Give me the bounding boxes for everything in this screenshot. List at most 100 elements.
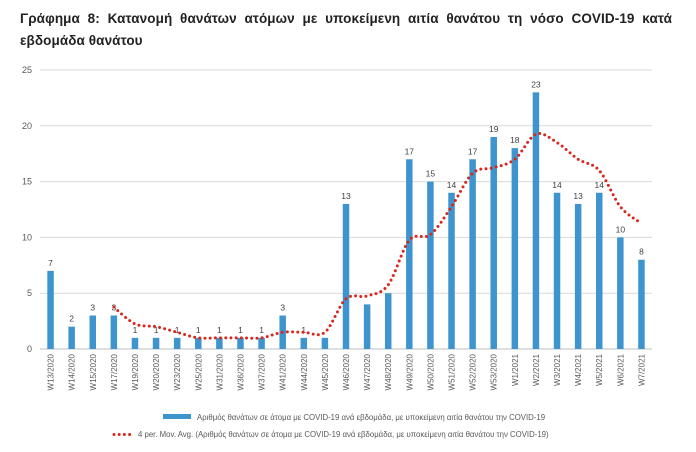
x-tick-label: W37/2020: [258, 353, 267, 390]
bar-series: [47, 92, 645, 349]
x-tick-label: W25/2020: [194, 353, 203, 390]
bar: [258, 337, 265, 349]
bar: [595, 192, 603, 349]
x-tick-label: W51/2020: [448, 353, 457, 390]
x-tick-label: W19/2020: [131, 353, 140, 390]
bar: [384, 293, 392, 349]
bar-data-label: 17: [468, 146, 478, 156]
bar: [490, 136, 497, 349]
legend: Αριθμός θανάτων σε άτομα με COVID-19 ανά…: [112, 413, 549, 439]
x-tick-label: W1/2021: [511, 353, 520, 386]
bar-data-label: 1: [154, 325, 159, 335]
x-tick-label: W4/2021: [574, 353, 583, 386]
bar: [427, 181, 434, 349]
bar: [574, 203, 582, 349]
bar: [553, 192, 561, 349]
bar-data-label: 14: [447, 180, 457, 190]
bar: [511, 148, 519, 349]
bar-data-label: 13: [573, 191, 583, 201]
bar: [173, 337, 181, 349]
x-tick-label: W7/2021: [637, 353, 646, 386]
x-tick-label: W48/2020: [384, 353, 393, 390]
bar: [363, 304, 371, 349]
y-tick-label: 25: [22, 65, 32, 75]
x-tick-label: W23/2020: [173, 353, 182, 390]
bar-data-label: 14: [595, 180, 605, 190]
bar: [617, 237, 624, 349]
x-tick-label: W31/2020: [215, 353, 224, 390]
bar: [47, 270, 54, 349]
bar: [237, 337, 244, 349]
x-tick-label: W52/2020: [469, 353, 478, 390]
x-tick-label: W14/2020: [68, 353, 77, 390]
bar-data-label: 2: [69, 314, 74, 324]
bar-data-label: 1: [301, 325, 306, 335]
x-tick-label: W17/2020: [110, 353, 119, 390]
x-tick-label: W47/2020: [363, 353, 372, 390]
bar-data-label: 3: [280, 303, 285, 313]
x-tick-label: W5/2021: [595, 353, 604, 386]
bar: [110, 315, 118, 349]
bar-data-label: 1: [238, 325, 243, 335]
legend-bar-swatch: [163, 414, 191, 419]
x-tick-label: W15/2020: [89, 353, 98, 390]
bar: [68, 326, 75, 349]
legend-bar-label: Αριθμός θανάτων σε άτομα με COVID-19 ανά…: [197, 413, 545, 422]
x-tick-label: W6/2021: [616, 353, 625, 386]
legend-line-label: 4 per. Mov. Avg. (Αριθμός θανάτων σε άτο…: [138, 430, 549, 439]
y-tick-label: 15: [22, 177, 32, 187]
x-tick-label: W20/2020: [152, 353, 161, 390]
bar: [300, 337, 308, 349]
y-tick-label: 10: [22, 232, 32, 242]
bar: [406, 159, 413, 349]
bar: [216, 337, 223, 349]
y-tick-label: 5: [27, 288, 32, 298]
y-axis-tick-labels: 0 5 10 15 20 25: [22, 65, 32, 354]
x-axis-tick-labels: W13/2020 W14/2020 W15/2020 W17/2020 W19/2020…: [47, 353, 647, 390]
bar-data-label: 8: [639, 247, 644, 257]
bar: [448, 192, 455, 349]
bar-data-label: 3: [90, 303, 95, 313]
x-tick-label: W45/2020: [321, 353, 330, 390]
bar-data-label: 13: [341, 191, 351, 201]
chart-title-line-2: εβδομάδα θανάτου: [20, 33, 143, 48]
x-tick-label: W36/2020: [236, 353, 245, 390]
bar-data-label: 1: [175, 325, 180, 335]
x-tick-label: W13/2020: [47, 353, 56, 390]
bar-data-label: 1: [217, 325, 222, 335]
bar: [469, 159, 476, 349]
x-tick-label: W41/2020: [279, 353, 288, 390]
bar: [532, 92, 540, 349]
chart-title: Γράφημα 8: Κατανομή θανάτων ατόμων με υπ…: [20, 8, 672, 52]
bar: [321, 337, 329, 349]
y-tick-label: 20: [22, 121, 32, 131]
bar-data-label: 1: [196, 325, 201, 335]
bar: [152, 337, 160, 349]
bar-data-label: 18: [510, 135, 520, 145]
bar-data-label: 15: [426, 169, 436, 179]
bar-data-label: 14: [552, 180, 562, 190]
bar-data-label: 1: [133, 325, 138, 335]
bar: [89, 315, 97, 349]
x-tick-label: W46/2020: [342, 353, 351, 390]
bar-data-label: 10: [616, 224, 626, 234]
bar-data-label: 17: [405, 146, 415, 156]
bar: [638, 259, 645, 349]
bar-data-label: 7: [48, 258, 53, 268]
x-tick-label: W49/2020: [405, 353, 414, 390]
bar-data-label: 1: [259, 325, 264, 335]
bar: [342, 203, 350, 349]
moving-average-line: [112, 132, 643, 340]
bar-data-label: 23: [531, 79, 541, 89]
x-tick-label: W53/2020: [490, 353, 499, 390]
x-tick-label: W3/2021: [553, 353, 562, 386]
bar-data-label: 19: [489, 124, 499, 134]
bar: [131, 337, 139, 349]
x-tick-label: W2/2021: [532, 353, 541, 386]
x-tick-label: W44/2020: [300, 353, 309, 390]
chart-title-line-1: Γράφημα 8: Κατανομή θανάτων ατόμων με υπ…: [20, 11, 672, 26]
y-tick-label: 0: [27, 344, 32, 354]
x-tick-label: W50/2020: [426, 353, 435, 390]
bar: [195, 337, 202, 349]
